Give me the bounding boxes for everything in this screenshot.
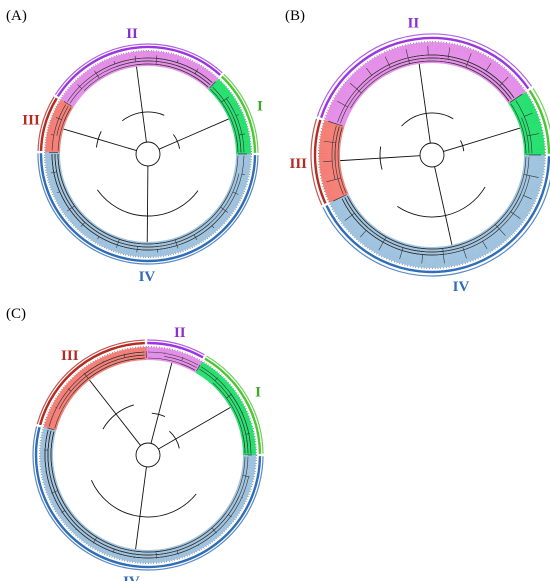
cluster-iv-arc [39,153,257,263]
cluster-iii-branches [49,101,72,153]
panel-b-label: (B) [285,8,305,24]
cluster-ii-sector [324,41,526,127]
cluster-ii-label: II [126,26,138,42]
cluster-i-arc [204,357,262,454]
cluster-iv-branches [49,151,247,253]
panel-a-label: (A) [6,8,27,24]
panel-c-label: (C) [6,306,26,322]
tree-backbone [340,63,521,245]
cluster-ii-label: II [408,15,420,31]
cluster-iii-sector [43,347,147,431]
cluster-iv-sector [329,155,545,269]
cluster-iv-label: IV [139,269,156,285]
cluster-iii-label: III [22,112,40,128]
cluster-i-sector [508,91,545,155]
cluster-iv-label: IV [453,279,470,295]
cluster-iv-branches [44,427,252,559]
cluster-iii-arc [313,119,327,204]
tree-backbone [63,66,229,243]
cluster-i-arc [220,75,257,153]
cluster-i-arc [528,89,550,154]
tree-backbone [89,362,231,550]
cluster-ii-label: II [174,325,186,341]
cluster-ii-sector [60,50,219,108]
cluster-ii-arc [147,341,204,359]
cluster-i-sector [195,361,256,455]
cluster-iv-sector [45,152,251,257]
cluster-iii-branches [323,121,347,202]
cluster-ii-sector [146,347,202,373]
cluster-iv-sector [40,427,256,564]
cluster-iii-sector [319,120,349,203]
cluster-iii-arc [39,97,58,152]
cluster-iv-arc [34,426,262,569]
cluster-i-label: I [257,98,263,114]
cluster-iii-label: III [61,348,79,364]
cluster-iv-arc [325,156,550,274]
cluster-ii-arc [56,45,221,97]
cluster-ii-branches [328,46,523,125]
cluster-ii-branches [63,55,216,104]
cluster-iv-label: IV [123,574,140,581]
cluster-iii-label: III [289,156,307,172]
cluster-iii-arc [38,341,145,426]
cluster-i-branches [199,364,252,456]
cluster-iv-branches [333,154,541,264]
cluster-ii-arc [319,36,530,119]
cluster-i-label: I [255,385,261,401]
